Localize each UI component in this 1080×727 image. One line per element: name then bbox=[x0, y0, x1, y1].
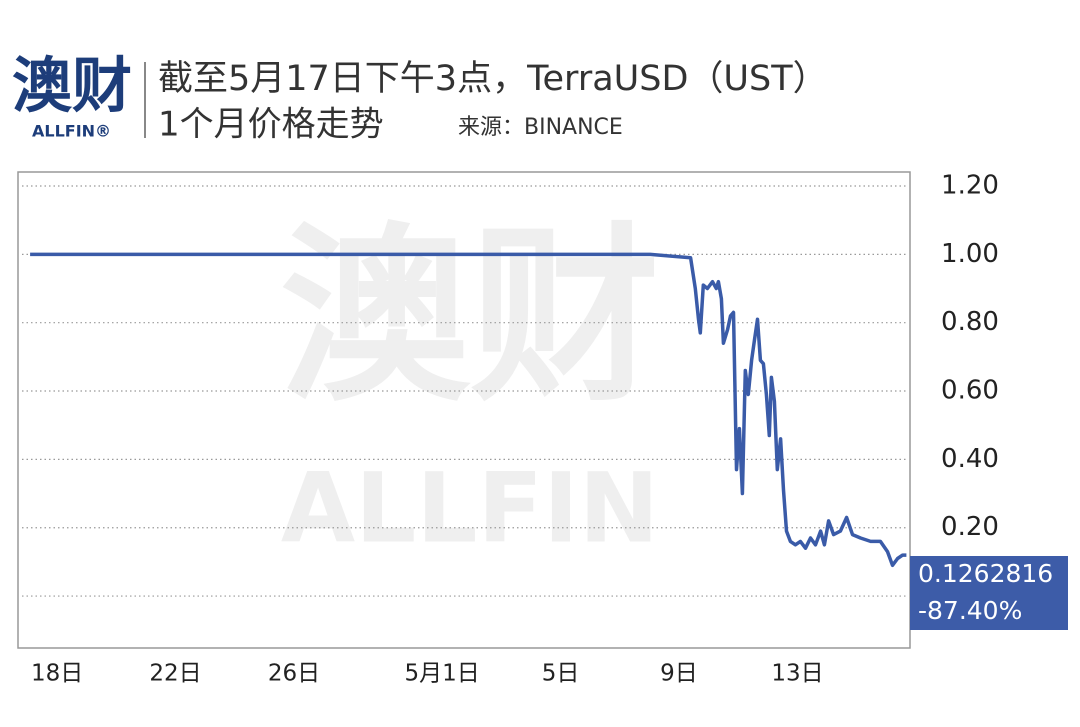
last-value: 0.1262816 bbox=[918, 559, 1053, 588]
x-tick-label: 13日 bbox=[771, 661, 823, 687]
y-tick-label: 1.00 bbox=[941, 239, 999, 269]
y-tick-label: 0.40 bbox=[941, 444, 999, 474]
price-line bbox=[30, 252, 907, 568]
y-tick-label: 1.20 bbox=[941, 171, 999, 201]
x-tick-label: 22日 bbox=[149, 661, 201, 687]
x-tick-label: 9日 bbox=[660, 661, 698, 687]
plot-frame bbox=[17, 171, 911, 649]
watermark-name: 澳财 bbox=[280, 206, 660, 427]
y-tick-label: 0.20 bbox=[941, 512, 999, 542]
y-tick-label: 0.60 bbox=[941, 376, 999, 406]
logo-brand: ALLFIN® bbox=[32, 122, 111, 141]
x-tick-label: 5月1日 bbox=[404, 661, 479, 687]
annotation-box bbox=[910, 556, 1068, 630]
logo-name: 澳财 bbox=[12, 52, 132, 122]
x-tick-label: 18日 bbox=[31, 661, 83, 687]
x-tick-label: 26日 bbox=[268, 661, 320, 687]
chart-source: 来源：BINANCE bbox=[458, 115, 623, 140]
chart-subtitle: 1个月价格走势 bbox=[158, 105, 384, 145]
watermark-brand: ALLFIN bbox=[281, 452, 659, 564]
y-tick-label: 0.80 bbox=[941, 307, 999, 337]
chart-title: 截至5月17日下午3点，TerraUSD（UST） bbox=[158, 59, 828, 99]
change-label: -87.40% bbox=[918, 596, 1022, 625]
x-tick-label: 5日 bbox=[542, 661, 580, 687]
